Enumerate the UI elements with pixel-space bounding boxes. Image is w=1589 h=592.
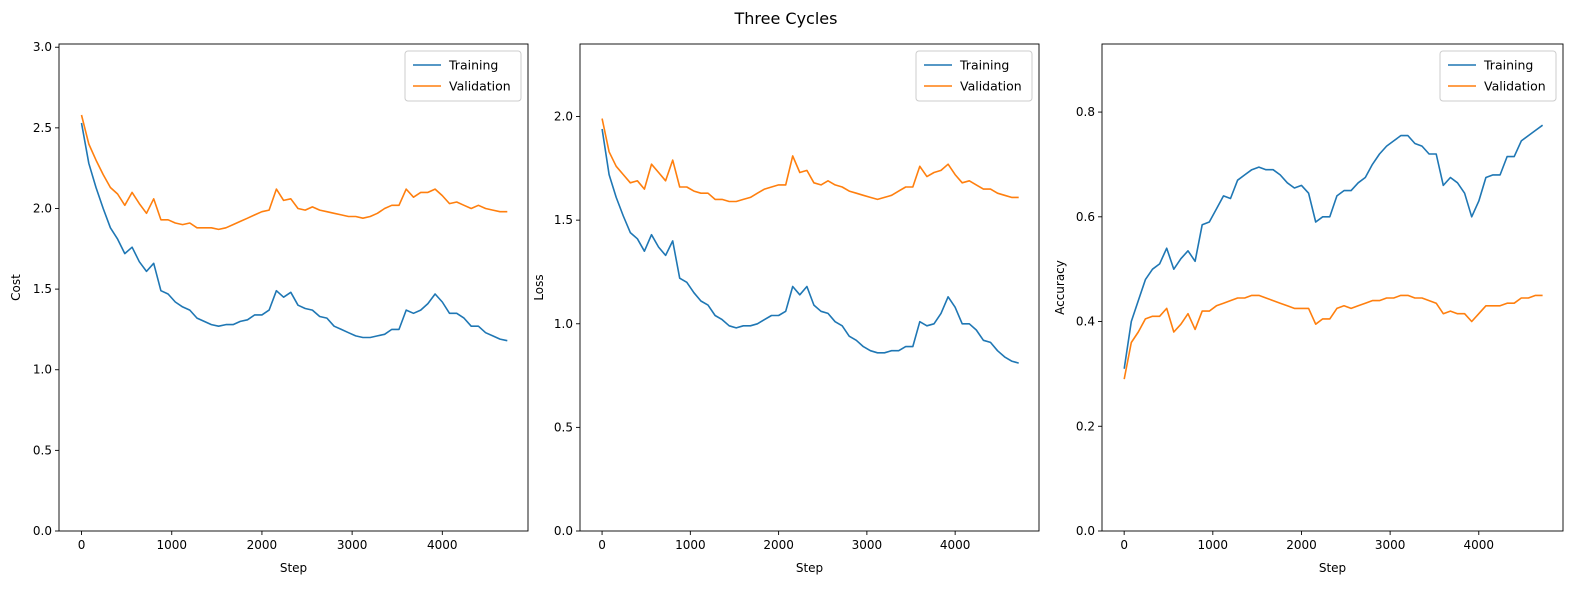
cost-ytick-label: 2.0 <box>33 201 52 215</box>
loss-xtick-label: 2000 <box>763 538 794 552</box>
loss-series-validation-line <box>601 118 1019 203</box>
cost-axes-frame <box>58 43 529 532</box>
cost-ytick-label: 1.0 <box>33 363 52 377</box>
cost-series-validation-line <box>80 114 508 231</box>
accuracy-legend-label-training: Training <box>1483 58 1533 73</box>
loss-ytick-label: 0.5 <box>554 420 573 434</box>
cost-ylabel: Cost <box>9 274 23 301</box>
cost-series-training-line <box>80 122 508 342</box>
loss-ytick-label: 0.0 <box>554 524 573 538</box>
cost-ytick-label: 0.5 <box>33 443 52 457</box>
cost-xlabel: Step <box>280 561 307 575</box>
accuracy-ytick-label: 0.8 <box>1076 105 1095 119</box>
loss-legend-label-training: Training <box>959 58 1009 73</box>
loss-xtick-label: 4000 <box>940 538 971 552</box>
accuracy-ylabel: Accuracy <box>1053 260 1067 315</box>
loss-xtick-label: 3000 <box>852 538 883 552</box>
loss-legend-label-validation: Validation <box>960 79 1022 94</box>
loss-xlabel: Step <box>796 561 823 575</box>
loss-ytick-label: 1.0 <box>554 317 573 331</box>
cost-legend-box <box>404 50 522 102</box>
accuracy-series-validation-line <box>1123 294 1543 380</box>
cost-panel: 0 1000 2000 3000 4000 0.0 0.5 1.0 1.5 2.0 2.5 3.0 St… <box>9 40 529 575</box>
cost-ytick-label: 0.0 <box>33 524 52 538</box>
cost-xtick-label: 1000 <box>156 538 187 552</box>
accuracy-ytick-label: 0.0 <box>1076 524 1095 538</box>
loss-legend-box <box>915 50 1033 102</box>
loss-xtick-label: 1000 <box>675 538 706 552</box>
accuracy-xtick-label: 2000 <box>1286 538 1317 552</box>
accuracy-xlabel: Step <box>1319 561 1346 575</box>
loss-xtick-label: 0 <box>598 538 606 552</box>
loss-panel: 0 1000 2000 3000 4000 0.0 0.5 1.0 1.5 2.0 Step Loss… <box>532 43 1040 575</box>
accuracy-ytick-label: 0.6 <box>1076 210 1095 224</box>
accuracy-series-training-line <box>1123 124 1544 369</box>
accuracy-axes-frame <box>1101 43 1564 532</box>
cost-ytick-label: 3.0 <box>33 40 52 54</box>
accuracy-ytick-label: 0.4 <box>1076 315 1095 329</box>
accuracy-panel: 0 1000 2000 3000 4000 0.0 0.2 0.4 0.6 0.8 Step Accu… <box>1053 43 1564 575</box>
cost-xtick-label: 3000 <box>337 538 368 552</box>
cost-ytick-label: 1.5 <box>33 282 52 296</box>
cost-xtick-label: 2000 <box>247 538 278 552</box>
accuracy-xtick-label: 1000 <box>1198 538 1229 552</box>
accuracy-xtick-label: 4000 <box>1464 538 1495 552</box>
loss-series-training-line <box>601 128 1019 364</box>
accuracy-legend-label-validation: Validation <box>1484 79 1546 94</box>
cost-xtick-label: 4000 <box>427 538 458 552</box>
cost-legend-label-training: Training <box>448 58 498 73</box>
loss-ytick-label: 2.0 <box>554 110 573 124</box>
accuracy-legend-box <box>1439 50 1557 102</box>
loss-axes-frame <box>579 43 1040 532</box>
accuracy-xtick-label: 0 <box>1120 538 1128 552</box>
cost-ytick-label: 2.5 <box>33 121 52 135</box>
loss-ylabel: Loss <box>532 274 546 300</box>
accuracy-xtick-label: 3000 <box>1375 538 1406 552</box>
loss-ytick-label: 1.5 <box>554 213 573 227</box>
accuracy-ytick-label: 0.2 <box>1076 419 1095 433</box>
cost-xtick-label: 0 <box>78 538 86 552</box>
figure-title: Three Cycles <box>734 9 838 28</box>
cost-legend-label-validation: Validation <box>449 79 511 94</box>
